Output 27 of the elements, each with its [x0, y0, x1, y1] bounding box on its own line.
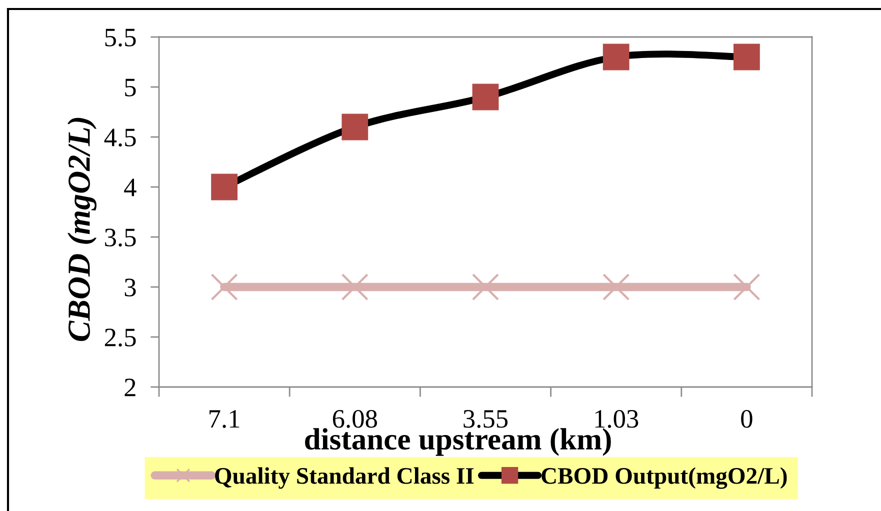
- x-tick-label: 3.55: [464, 410, 508, 428]
- point: [472, 273, 500, 301]
- point: [602, 273, 630, 301]
- point: [734, 44, 760, 70]
- y-tick-label: 3: [124, 278, 136, 296]
- point: [341, 273, 369, 301]
- legend-label: Quality Standard Class II: [215, 467, 474, 489]
- y-tick-label: 5: [125, 78, 136, 96]
- x-tick-label: 6.08: [332, 410, 377, 428]
- point: [211, 174, 238, 200]
- point: [210, 273, 238, 301]
- legend-label: CBOD Output(mgO2/L): [542, 467, 787, 489]
- y-tick-label: 5.5: [105, 28, 136, 47]
- y-tick-label: 4: [124, 178, 136, 196]
- x-axis-title: distance upstream (km): [305, 428, 611, 456]
- point: [472, 84, 499, 110]
- y-tick-label: 4.5: [104, 128, 136, 147]
- x-tick-label: 7.1: [210, 410, 240, 428]
- point: [602, 44, 630, 70]
- y-tick-label: 2.5: [104, 328, 136, 347]
- x-tick-label: 0: [741, 410, 752, 428]
- x-tick-label: 1.03: [595, 410, 638, 428]
- point: [342, 114, 368, 140]
- y-tick-label: 3.5: [105, 228, 136, 247]
- y-axis-title: CBOD (mgO2/L): [68, 118, 96, 342]
- y-tick-label: 2: [124, 378, 136, 396]
- point: [733, 273, 760, 301]
